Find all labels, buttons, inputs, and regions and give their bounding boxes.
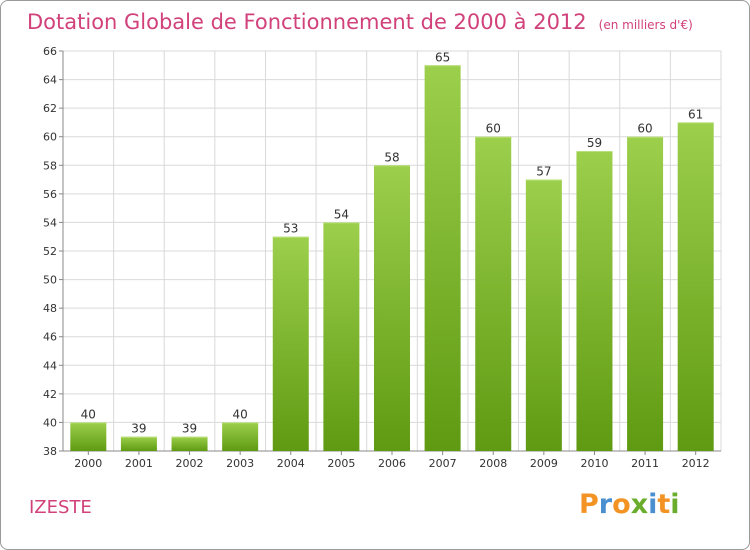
bar-2003 [222,422,259,451]
data-label-2010: 59 [587,136,602,150]
bar-2000 [70,422,107,451]
axis-layer: 38 40 42 44 46 48 50 52 54 56 58 60 62 64 66 2000 2001 20… [43,45,721,470]
y-tick-label: 38 [43,445,57,458]
x-tick-label-2003: 2003 [226,457,254,470]
y-tick-label: 58 [43,159,57,172]
data-label-2006: 58 [384,150,399,164]
y-tick-label: 42 [43,388,57,401]
x-tick-label-2006: 2006 [378,457,406,470]
data-label-2001: 39 [131,422,146,436]
bar-2012 [677,122,714,451]
data-label-2000: 40 [81,407,96,421]
bar-2007 [424,65,461,452]
y-tick-label: 52 [43,245,57,258]
brand-letter: P [579,489,599,520]
y-tick-label: 46 [43,331,57,344]
data-label-2003: 40 [233,407,248,421]
data-label-2007: 65 [435,50,450,64]
x-tick-label-2000: 2000 [74,457,102,470]
brand-logo: Proxiti [579,489,680,520]
y-tick-label: 44 [43,359,57,372]
data-label-2009: 57 [536,165,551,179]
y-tick-label: 62 [43,102,57,115]
x-tick-label-2005: 2005 [327,457,355,470]
bar-layer [70,65,714,452]
brand-letter: i [648,489,658,520]
x-tick-label-2004: 2004 [277,457,305,470]
y-tick-label: 50 [43,274,57,287]
chart-title-text: Dotation Globale de Fonctionnement de 20… [27,10,587,34]
y-tick-label: 56 [43,188,57,201]
x-tick-label-2012: 2012 [682,457,710,470]
data-label-2002: 39 [182,422,197,436]
x-tick-label-2009: 2009 [530,457,558,470]
brand-letter: t [657,489,671,520]
bar-2005 [323,222,360,451]
x-tick-label-2008: 2008 [479,457,507,470]
y-tick-label: 60 [43,131,57,144]
bar-2011 [627,136,664,451]
brand-letter: x [630,489,649,520]
y-tick-label: 48 [43,302,57,315]
bar-2006 [374,165,410,452]
data-label-2012: 61 [688,107,703,121]
y-tick-label: 54 [43,216,57,229]
chart-unit: (en milliers d'€) [598,18,693,32]
data-label-2008: 60 [486,122,501,136]
chart-title: Dotation Globale de Fonctionnement de 20… [27,10,693,34]
bar-2008 [475,136,512,451]
x-tick-label-2001: 2001 [125,457,153,470]
bar-2010 [576,151,613,451]
data-label-2011: 60 [637,122,652,136]
commune-name: IZESTE [29,497,92,518]
bar-2001 [120,436,157,451]
brand-letter: o [612,489,631,520]
x-tick-label-2002: 2002 [176,457,204,470]
data-label-2004: 53 [283,222,298,236]
data-label-2005: 54 [334,207,349,221]
x-tick-label-2007: 2007 [429,457,457,470]
bar-2002 [171,436,208,451]
y-tick-label: 40 [43,416,57,429]
brand-letter: r [598,489,613,520]
bar-2004 [272,236,309,451]
bar-2009 [525,179,562,452]
x-tick-label-2010: 2010 [580,457,608,470]
brand-letter: i [670,489,680,520]
x-tick-label-2011: 2011 [631,457,659,470]
y-tick-label: 64 [43,74,57,87]
y-tick-label: 66 [43,45,57,58]
label-layer: 40 39 39 40 53 54 58 65 60 57 59 60 61 [81,50,704,435]
